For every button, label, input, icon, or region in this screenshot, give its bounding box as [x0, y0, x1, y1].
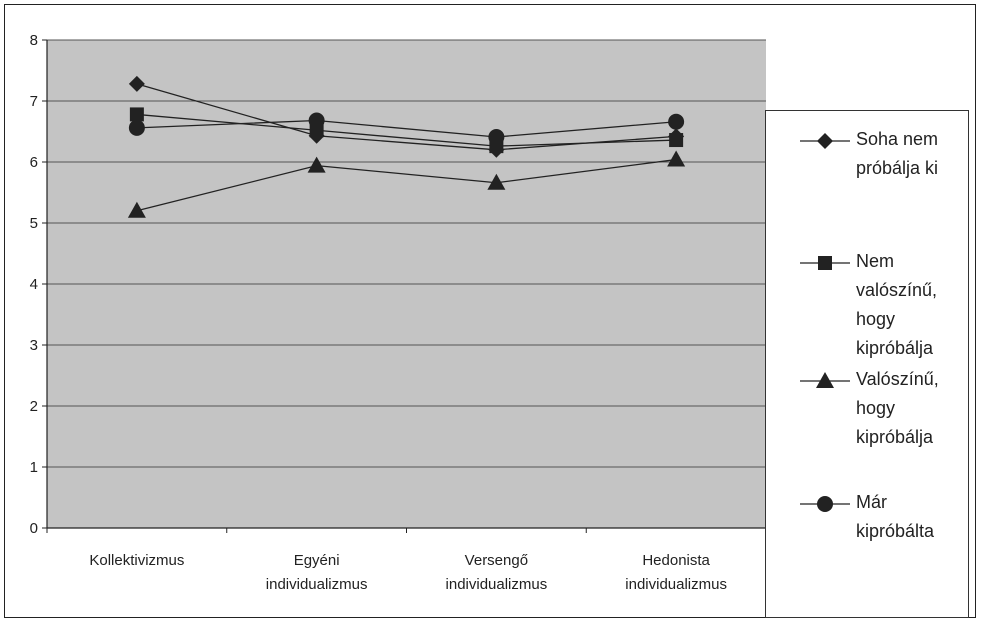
data-point-square — [129, 107, 144, 122]
x-tick-label: Kollektivizmus — [89, 552, 184, 569]
y-tick-label: 0 — [30, 520, 38, 537]
legend-label: Nem valószínű, hogy kipróbálja — [856, 247, 968, 363]
legend: Soha nem próbálja ki Nem valószínű, hogy kipr… — [765, 110, 969, 618]
legend-marker — [800, 496, 850, 512]
legend-label-line: kipróbálja — [856, 338, 934, 358]
data-point-triangle — [127, 201, 146, 218]
series-line — [136, 158, 677, 212]
y-tick-label: 5 — [30, 215, 38, 232]
y-axis-ticks: 0 1 2 3 4 5 6 7 8 — [30, 32, 47, 537]
legend-marker — [800, 256, 850, 270]
legend-label-line: próbálja ki — [856, 158, 939, 178]
legend-marker — [800, 133, 850, 149]
legend-label-line: Már — [856, 492, 887, 512]
legend-label-line: Nem — [856, 251, 895, 271]
y-tick-label: 8 — [30, 32, 38, 49]
legend-label-line: valószínű, — [856, 280, 938, 300]
series-4 — [128, 112, 685, 145]
x-tick-label: Egyéni individualizmus — [266, 552, 368, 593]
data-point-circle — [308, 112, 325, 129]
data-point-circle — [488, 128, 505, 145]
legend-label-line: kipróbálja — [856, 427, 934, 447]
series-group — [127, 75, 686, 218]
data-point-triangle — [307, 156, 326, 173]
legend-marker-circle — [817, 496, 833, 512]
series-2 — [129, 107, 684, 154]
legend-marker — [800, 372, 850, 388]
legend-label-line: Soha nem — [856, 129, 939, 149]
series-line — [136, 113, 677, 147]
gridlines — [47, 39, 766, 468]
data-point-diamond — [128, 75, 145, 92]
x-tick-label: Hedonista individualizmus — [625, 552, 727, 593]
legend-marker-square — [818, 256, 832, 270]
data-point-circle — [128, 119, 145, 136]
legend-label-line: hogy — [856, 309, 896, 329]
y-tick-label: 4 — [30, 276, 38, 293]
x-axis-labels: Kollektivizmus Egyéni individualizmus Verse… — [89, 552, 727, 593]
legend-label-line: Valószínű, — [856, 369, 939, 389]
legend-label: Már kipróbálta — [856, 488, 968, 546]
y-tick-label: 7 — [30, 93, 38, 110]
data-point-square — [669, 133, 684, 148]
y-tick-label: 6 — [30, 154, 38, 171]
legend-label: Soha nem próbálja ki — [856, 125, 968, 183]
data-point-circle — [668, 113, 685, 130]
series-3 — [127, 150, 686, 218]
legend-label-line: kipróbálta — [856, 521, 935, 541]
legend-label-line: hogy — [856, 398, 896, 418]
legend-label: Valószínű, hogy kipróbálja — [856, 365, 968, 452]
legend-marker-diamond — [817, 133, 833, 149]
y-tick-label: 3 — [30, 337, 38, 354]
y-tick-label: 2 — [30, 398, 38, 415]
data-point-triangle — [667, 150, 686, 167]
series-line — [136, 119, 677, 138]
y-tick-label: 1 — [30, 459, 38, 476]
data-point-triangle — [487, 173, 506, 190]
legend-marker-triangle — [816, 372, 834, 388]
x-tick-label: Versengő individualizmus — [446, 552, 548, 593]
